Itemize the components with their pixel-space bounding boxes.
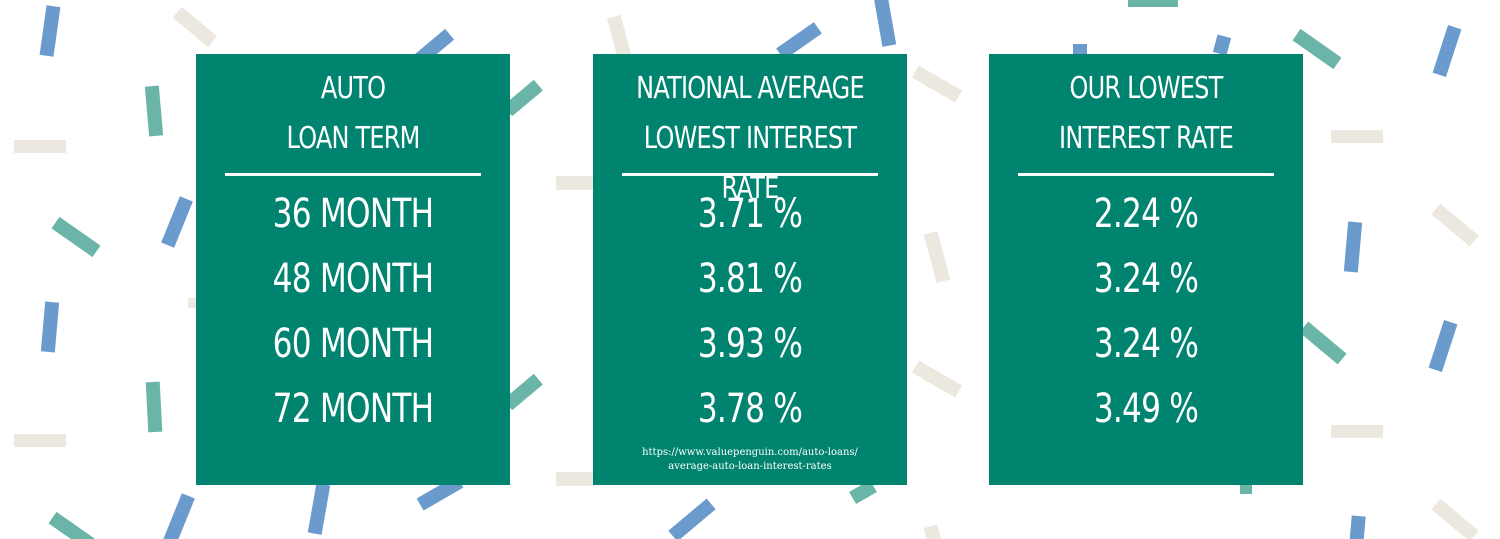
header-line: LOAN TERM: [286, 121, 421, 156]
list-item: 2.24 %: [1093, 191, 1199, 237]
divider: [225, 173, 481, 176]
national-average-card: NATIONAL AVERAGE LOWEST INTEREST RATE 3.…: [593, 54, 907, 485]
list-item: 3.81 %: [697, 256, 803, 302]
loan-term-card: AUTO LOAN TERM 36 MONTH 48 MONTH 60 MONT…: [196, 54, 510, 485]
divider: [622, 173, 878, 176]
national-rate-list: 3.71 % 3.81 % 3.93 % 3.78 %: [593, 182, 907, 442]
source-line: https://www.valuepenguin.com/auto-loans/: [642, 447, 858, 458]
our-lowest-card: OUR LOWEST INTEREST RATE 2.24 % 3.24 % 3…: [989, 54, 1303, 485]
loan-term-header: AUTO LOAN TERM: [227, 54, 478, 164]
header-line: NATIONAL AVERAGE: [636, 71, 864, 106]
our-rate-list: 2.24 % 3.24 % 3.24 % 3.49 %: [989, 182, 1303, 442]
list-item: 72 MONTH: [272, 386, 434, 432]
divider: [1018, 173, 1274, 176]
list-item: 36 MONTH: [272, 191, 434, 237]
header-line: AUTO: [320, 71, 386, 106]
list-item: 48 MONTH: [272, 256, 434, 302]
list-item: 3.49 %: [1093, 386, 1199, 432]
list-item: 3.24 %: [1093, 256, 1199, 302]
header-line: OUR LOWEST: [1069, 71, 1224, 106]
list-item: 3.71 %: [697, 191, 803, 237]
loan-term-list: 36 MONTH 48 MONTH 60 MONTH 72 MONTH: [196, 182, 510, 442]
national-average-header: NATIONAL AVERAGE LOWEST INTEREST RATE: [624, 54, 875, 214]
header-line: INTEREST RATE: [1059, 121, 1234, 156]
source-url: https://www.valuepenguin.com/auto-loans/…: [593, 446, 907, 474]
list-item: 3.78 %: [697, 386, 803, 432]
list-item: 3.93 %: [697, 321, 803, 367]
list-item: 60 MONTH: [272, 321, 434, 367]
header-line: LOWEST INTEREST RATE: [643, 121, 857, 206]
list-item: 3.24 %: [1093, 321, 1199, 367]
source-line: average-auto-loan-interest-rates: [668, 461, 832, 472]
our-lowest-header: OUR LOWEST INTEREST RATE: [1020, 54, 1271, 164]
